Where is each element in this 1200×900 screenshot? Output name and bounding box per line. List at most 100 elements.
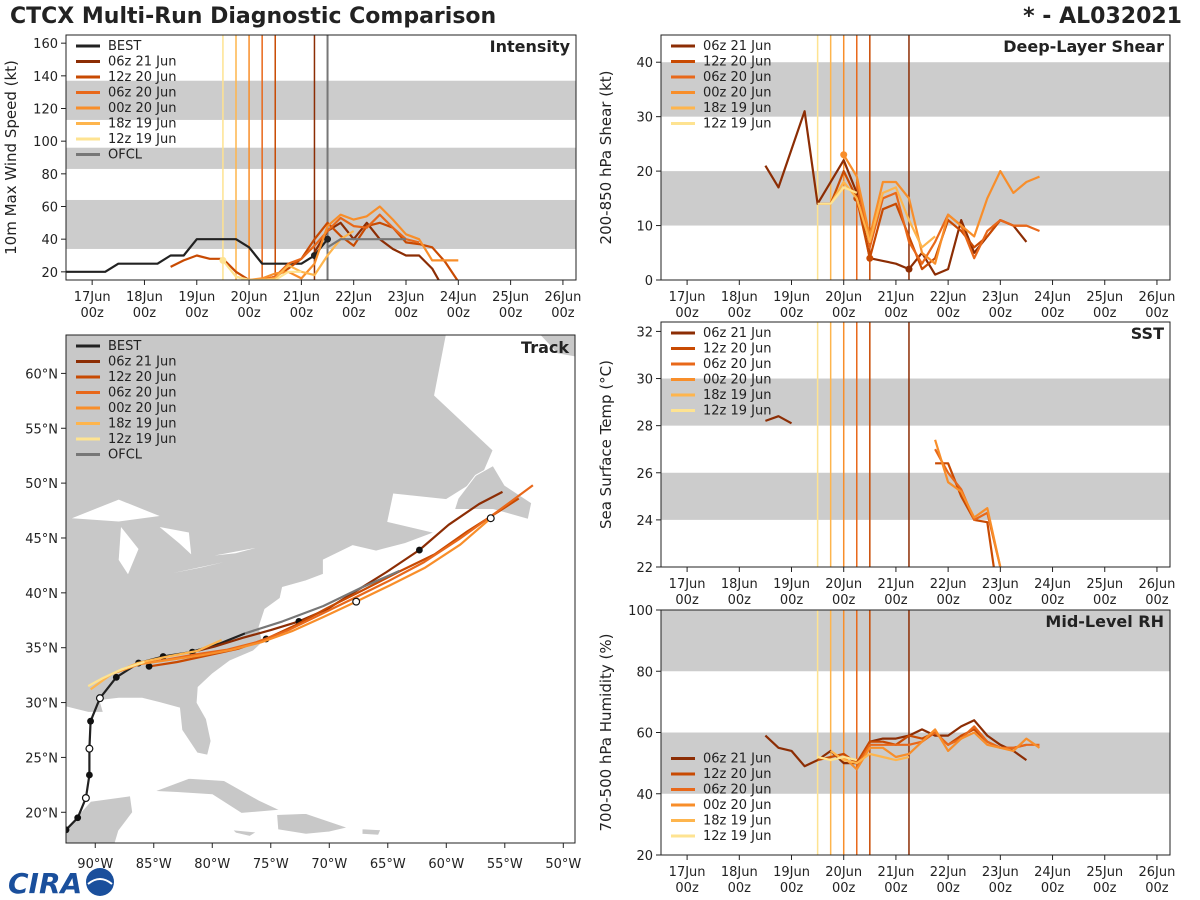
y-tick-label: 20 [636, 849, 653, 864]
x-tick-label-hour: 00z [1093, 881, 1117, 896]
track-point-open [486, 514, 495, 523]
land-newfoundland [453, 464, 533, 520]
x-tick-label-hour: 00z [728, 306, 752, 321]
legend-entry: 12z 20 Jun [703, 767, 772, 782]
track-point-filled [86, 771, 93, 779]
storm-id: * - AL032021 [1023, 4, 1182, 29]
chart-title: Mid-Level RH [1045, 612, 1164, 631]
x-tick-label-day: 23Jun [982, 577, 1019, 592]
x-tick-label-hour: 00z [728, 881, 752, 896]
y-tick-label: 20 [636, 165, 653, 180]
plot-frame [65, 34, 577, 281]
y-tick-label: 28 [636, 420, 653, 435]
chart-title: Deep-Layer Shear [1003, 37, 1164, 56]
y-tick-label: 22 [636, 561, 653, 576]
legend-entry: 12z 19 Jun [703, 829, 772, 844]
legend-entry: 18z 19 Jun [703, 814, 772, 829]
x-tick-label: 85°W [136, 857, 172, 872]
page-title: CTCX Multi-Run Diagnostic Comparison [10, 4, 497, 29]
legend-entry: 12z 19 Jun [108, 432, 177, 447]
x-tick-label-day: 22Jun [930, 290, 967, 305]
x-tick-label-day: 18Jun [126, 290, 163, 305]
series-06z-20-jun [261, 213, 420, 280]
x-tick-label-hour: 00z [884, 593, 908, 608]
x-tick-label-day: 21Jun [283, 290, 320, 305]
x-tick-label-hour: 00z [499, 306, 523, 321]
series-marker [840, 151, 848, 159]
x-tick-label-hour: 00z [237, 306, 261, 321]
series-00z-20-jun [842, 728, 1041, 771]
legend-entry: 00z 20 Jun [703, 373, 772, 388]
land-hispaniola [276, 812, 350, 835]
series-12z-19-jun [817, 186, 858, 205]
track-point-filled [74, 814, 82, 822]
series-12z-19-jun [817, 755, 858, 762]
x-tick-label-day: 23Jun [982, 865, 1019, 880]
y-tick-label: 80 [41, 168, 58, 183]
legend-entry: 06z 20 Jun [108, 386, 177, 401]
chart-title: Track [521, 338, 569, 357]
legend-entry: BEST [108, 339, 141, 354]
x-tick-label-day: 20Jun [825, 865, 862, 880]
x-tick-label-hour: 00z [832, 593, 856, 608]
x-tick-label-day: 22Jun [930, 865, 967, 880]
x-tick-label-day: 25Jun [1086, 290, 1123, 305]
y-tick-label: 45°N [25, 532, 58, 547]
x-tick-label-day: 17Jun [669, 865, 706, 880]
legend-entry: 12z 19 Jun [703, 404, 772, 419]
x-tick-label-hour: 00z [936, 881, 960, 896]
x-tick-label-hour: 00z [780, 593, 804, 608]
x-tick-label: 50°W [545, 857, 581, 872]
series-00z-20-jun [934, 439, 1002, 567]
series-18z-19-jun [830, 750, 910, 765]
y-tick-label: 120 [33, 103, 58, 118]
legend-entry: 12z 19 Jun [108, 132, 177, 147]
series-marker [905, 265, 913, 273]
band-2 [66, 80, 576, 120]
cira-logo: CIRA [8, 867, 114, 898]
band-1 [661, 378, 1170, 426]
x-tick-label-day: 25Jun [1086, 865, 1123, 880]
track-12z-19-jun [87, 660, 145, 688]
y-axis-label: 700-500 hPa Humidity (%) [597, 633, 615, 831]
chart-track: 20°N 25°N 30°N 35°N 40°N 45°N 50°N 55°N 60°N 90°W… [25, 334, 581, 872]
series-marker [866, 254, 874, 262]
track-point-filled [112, 673, 120, 681]
x-tick-label-hour: 00z [936, 306, 960, 321]
series-00z-20-jun [248, 205, 459, 280]
series-group [66, 205, 459, 280]
x-tick-label-day: 21Jun [877, 865, 914, 880]
x-tick-label-hour: 00z [884, 881, 908, 896]
great-lake-4 [214, 547, 256, 556]
legend-entry: 06z 21 Jun [703, 752, 772, 767]
track-point-filled [66, 826, 70, 834]
chart-rh: 20 40 60 80 100 700-500 hPa Humidity (%) 17Jun… [597, 604, 1175, 896]
cira-swirl-icon [87, 878, 113, 885]
track-point-open [352, 597, 361, 606]
series-12z-19-jun [222, 259, 302, 280]
legend-entry: 12z 20 Jun [108, 70, 177, 85]
x-tick-label-day: 17Jun [669, 577, 706, 592]
chart-intensity: 20 40 60 80 100 120 140 160 10m Max Wind Speed (… [2, 34, 581, 321]
chart-title: SST [1131, 324, 1164, 343]
y-tick-label: 20°N [25, 806, 58, 821]
x-tick-label-day: 19Jun [773, 577, 810, 592]
land-greenland-tip [539, 335, 575, 358]
y-tick-label: 24 [636, 514, 653, 529]
x-tick-label-hour: 00z [675, 881, 699, 896]
y-tick-label: 100 [33, 135, 58, 150]
great-lake-0 [71, 499, 160, 522]
y-axis-label: 10m Max Wind Speed (kt) [2, 60, 20, 255]
chart-title: Intensity [490, 37, 571, 56]
legend-entry: 06z 21 Jun [108, 355, 177, 370]
x-tick-label-hour: 00z [1145, 593, 1169, 608]
legend-entry: 06z 21 Jun [703, 39, 772, 54]
y-tick-label: 40°N [25, 587, 58, 602]
series-00z-20-jun [842, 154, 1040, 265]
x-tick-label-day: 18Jun [721, 577, 758, 592]
y-tick-label: 40 [636, 788, 653, 803]
x-tick-label-hour: 00z [185, 306, 209, 321]
x-tick-label-hour: 00z [675, 593, 699, 608]
x-tick-label: 60°W [428, 857, 464, 872]
